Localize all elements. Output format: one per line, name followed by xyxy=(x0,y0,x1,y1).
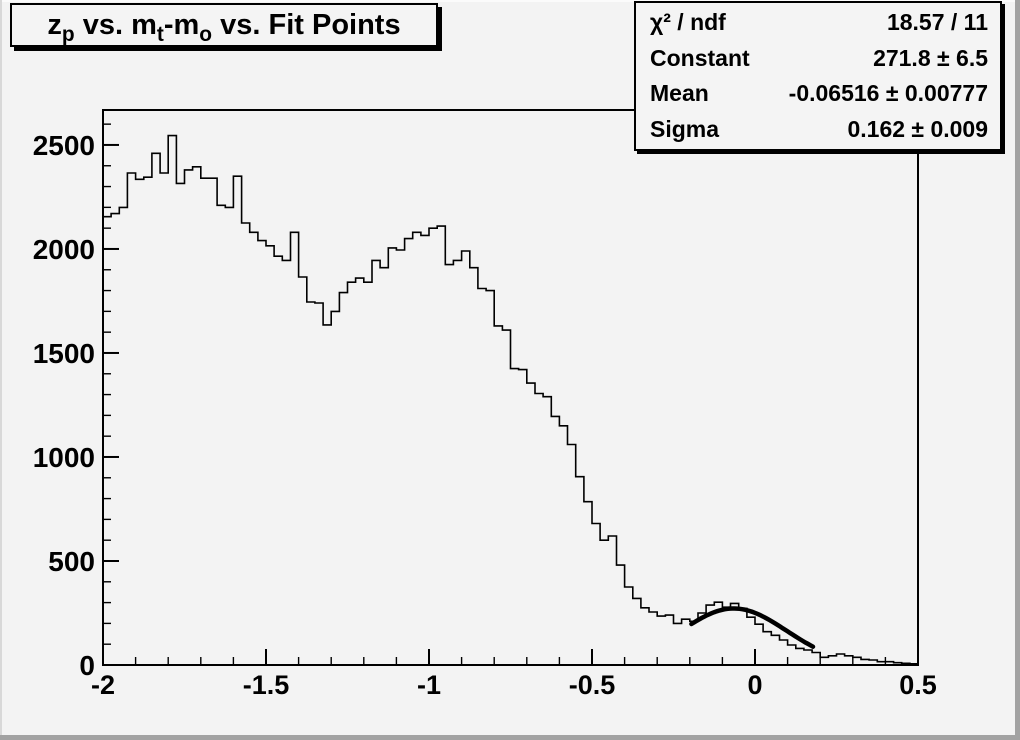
stat-value: -0.06516 ± 0.00777 xyxy=(788,80,988,107)
stat-value: 18.57 / 11 xyxy=(886,9,988,36)
x-tick-label: -2 xyxy=(91,670,115,700)
y-tick-label: 1500 xyxy=(33,338,95,369)
y-tick-label: 2000 xyxy=(33,234,95,265)
page-title: zp vs. mt-mo vs. Fit Points xyxy=(47,8,401,46)
stat-label: Constant xyxy=(650,44,750,71)
title-subscript: p xyxy=(61,22,75,46)
x-axis: -2 -1.5 -1 -0.5 0 0.5 xyxy=(91,649,937,700)
stat-value: 0.162 ± 0.009 xyxy=(847,115,988,142)
stat-row: Mean -0.06516 ± 0.00777 xyxy=(636,80,1000,107)
histogram-outline xyxy=(102,134,919,665)
stat-row: Constant 271.8 ± 6.5 xyxy=(636,45,1000,72)
title-box: zp vs. mt-mo vs. Fit Points xyxy=(10,3,438,47)
y-axis: 0 500 1000 1500 2000 2500 xyxy=(33,123,119,681)
fit-curve xyxy=(689,606,816,649)
title-subscript: o xyxy=(199,22,213,46)
x-tick-label: 0.5 xyxy=(899,670,937,700)
x-tick-label: -1.5 xyxy=(243,670,290,700)
title-subscript: t xyxy=(156,22,164,46)
y-tick-label: 1000 xyxy=(33,442,95,473)
stat-label: χ² / ndf xyxy=(650,9,726,36)
stat-value: 271.8 ± 6.5 xyxy=(873,44,988,71)
stat-row: Sigma 0.162 ± 0.009 xyxy=(636,116,1000,143)
fit-stats-box: χ² / ndf 18.57 / 11 Constant 271.8 ± 6.5 Mea… xyxy=(634,1,1002,151)
x-tick-label: -0.5 xyxy=(569,670,616,700)
y-tick-label: 2500 xyxy=(33,130,95,161)
plot-frame-border xyxy=(102,109,919,666)
x-tick-label: 0 xyxy=(747,670,762,700)
stat-label: Mean xyxy=(650,80,709,107)
plot-frame-area xyxy=(103,110,918,665)
y-tick-label: 500 xyxy=(48,546,95,577)
stat-label: Sigma xyxy=(650,115,720,142)
stat-row: χ² / ndf 18.57 / 11 xyxy=(636,9,1000,36)
y-tick-label: 0 xyxy=(79,650,95,681)
x-tick-label: -1 xyxy=(417,670,441,700)
